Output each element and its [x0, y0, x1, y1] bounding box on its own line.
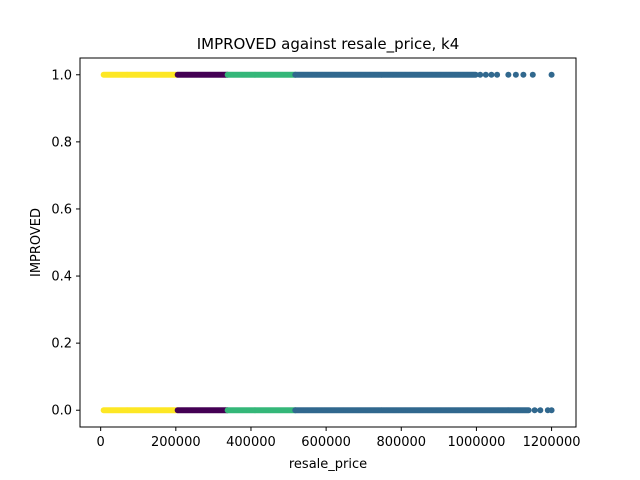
- x-tick-label: 1000000: [447, 435, 505, 450]
- data-point: [488, 71, 495, 78]
- data-point: [548, 71, 555, 78]
- y-tick-label: 1.0: [51, 68, 72, 83]
- x-tick-label: 200000: [151, 435, 201, 450]
- data-point: [525, 407, 532, 414]
- chart-title: IMPROVED against resale_price, k4: [197, 35, 460, 54]
- plot-area: [100, 71, 555, 414]
- data-point: [537, 407, 544, 414]
- data-point: [494, 71, 501, 78]
- y-tick-label: 0.6: [51, 202, 72, 217]
- x-axis: 0 200000 400000 600000 800000 1000000 1200000: [97, 427, 581, 450]
- data-point: [529, 71, 536, 78]
- y-tick-label: 0.4: [51, 270, 72, 285]
- y-tick-label: 0.8: [51, 135, 72, 150]
- data-point: [512, 71, 519, 78]
- data-point: [520, 71, 527, 78]
- y-tick-label: 0.0: [51, 404, 72, 419]
- data-point: [505, 71, 512, 78]
- data-point: [477, 71, 484, 78]
- data-point: [548, 407, 555, 414]
- data-point: [472, 71, 479, 78]
- x-tick-label: 400000: [226, 435, 276, 450]
- y-axis: 0.0 0.2 0.4 0.6 0.8 1.0: [51, 68, 80, 419]
- x-tick-label: 0: [97, 435, 105, 450]
- x-tick-label: 1200000: [523, 435, 581, 450]
- y-axis-label: IMPROVED: [29, 208, 44, 277]
- y-tick-label: 0.2: [51, 337, 72, 352]
- data-point: [531, 407, 538, 414]
- x-axis-label: resale_price: [289, 457, 367, 472]
- x-tick-label: 800000: [376, 435, 426, 450]
- data-point: [482, 71, 489, 78]
- plot-frame: [79, 57, 577, 428]
- x-tick-label: 600000: [301, 435, 351, 450]
